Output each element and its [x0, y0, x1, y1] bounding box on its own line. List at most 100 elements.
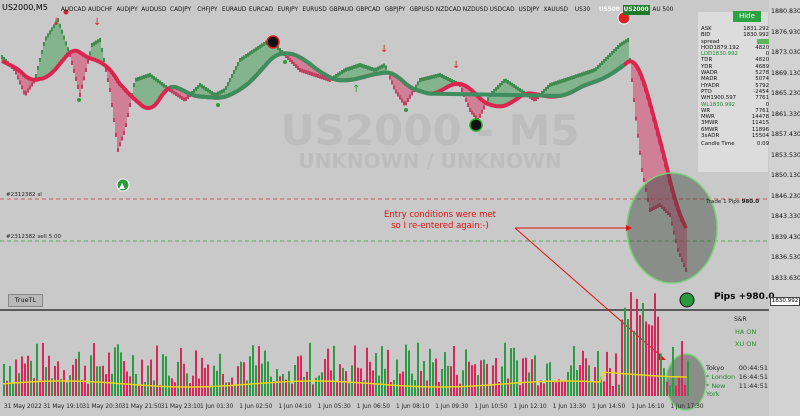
candle: [61, 29, 63, 34]
symbol-tab-audcad[interactable]: AUDCAD: [60, 7, 86, 13]
symbol-tab-us2000[interactable]: US2000: [622, 5, 650, 15]
candle: [675, 239, 677, 244]
volume-bar: [543, 383, 545, 396]
symbol-tab-nzdusd[interactable]: NZDUSD: [462, 7, 488, 13]
symbol-tab-usdcad[interactable]: USDCAD: [489, 7, 515, 13]
symbol-tab-usdjpy[interactable]: USDJPY: [518, 7, 540, 13]
symbol-tab-eurusd[interactable]: EURUSD: [302, 7, 327, 13]
candle: [441, 74, 443, 78]
truetl-button[interactable]: TrueTL: [8, 294, 43, 307]
volume-bar: [273, 381, 275, 396]
symbol-tab-us30[interactable]: US30: [574, 7, 591, 13]
candle: [547, 85, 549, 89]
candle-time-label: Candle Time: [701, 141, 735, 148]
symbol-tab-eurjpy[interactable]: EURJPY: [277, 7, 299, 13]
candle: [505, 78, 507, 83]
sr-label[interactable]: S&R: [734, 316, 747, 323]
candle: [41, 50, 43, 54]
stat-value: 4820: [755, 57, 769, 64]
candle: [417, 81, 419, 86]
stat-label: WR: [701, 107, 711, 114]
candle: [415, 84, 417, 89]
volume-bar: [102, 365, 104, 396]
candle: [149, 73, 151, 77]
volume-bar: [231, 377, 233, 396]
volume-bar: [426, 380, 428, 396]
volume-bar: [681, 341, 683, 396]
symbol-tab-audjpy[interactable]: AUDJPY: [116, 7, 138, 13]
volume-bar: [213, 365, 215, 396]
candle: [127, 113, 129, 117]
stat-row: WR 7761: [701, 108, 769, 114]
volume-bar: [150, 359, 152, 396]
candle: [65, 41, 67, 46]
volume-bar: [51, 378, 53, 396]
volume-bar: [63, 370, 65, 396]
candle: [389, 75, 391, 80]
symbol-tab-audusd[interactable]: AUDUSD: [141, 7, 167, 13]
symbol-tab-gbpjpy[interactable]: GBPJPY: [384, 7, 406, 13]
volume-bar: [141, 359, 143, 396]
candle: [545, 87, 547, 91]
candle: [683, 263, 685, 267]
symbol-tab-us500[interactable]: US500: [598, 7, 620, 13]
volume-bar: [18, 373, 20, 396]
symbol-tab-gbpcad[interactable]: GBPCAD: [355, 7, 381, 13]
candle: [193, 89, 195, 93]
subwindow-separator[interactable]: [0, 309, 769, 311]
stat-value: 0: [765, 101, 769, 108]
volume-bar: [435, 358, 437, 396]
symbol-tab-chfjpy[interactable]: CHFJPY: [197, 7, 218, 13]
symbol-tab-audchf[interactable]: AUDCHF: [87, 7, 113, 13]
candle: [323, 76, 325, 80]
volume-bar: [177, 361, 179, 396]
candle: [261, 43, 263, 48]
stat-row: MADR 5074: [701, 76, 769, 82]
symbol-tab-gbpusd[interactable]: GBPUSD: [409, 7, 434, 13]
candle: [187, 95, 189, 99]
volume-bar: [324, 359, 326, 396]
symbol-tab-au500[interactable]: AU 500: [652, 7, 674, 13]
stat-row: 3MWR 11415: [701, 120, 769, 126]
candle: [217, 91, 219, 96]
candle: [97, 39, 99, 44]
buy-dot-icon: [77, 98, 81, 102]
stat-label: YDR: [701, 63, 713, 70]
candle: [143, 75, 145, 79]
symbol-tab-euraud[interactable]: EURAUD: [221, 7, 247, 13]
symbol-tab-gbpaud[interactable]: GBPAUD: [329, 7, 354, 13]
symbol-tab-xauusd[interactable]: XAUUSD: [543, 7, 569, 13]
volume-bar: [420, 370, 422, 396]
volume-bar: [6, 380, 8, 396]
symbol-tab-cadjpy[interactable]: CADJPY: [170, 7, 192, 13]
candle: [509, 81, 511, 86]
candle: [357, 63, 359, 68]
stat-value: -2454: [753, 88, 769, 95]
hide-button[interactable]: Hide: [733, 11, 761, 22]
candle: [83, 76, 85, 81]
ha-toggle[interactable]: HA ON: [735, 328, 757, 336]
candle: [277, 46, 279, 50]
candle: [685, 268, 687, 272]
volume-bar: [603, 381, 605, 396]
symbol-tab-eurcad[interactable]: EURCAD: [248, 7, 274, 13]
volume-bar: [666, 381, 668, 396]
volume-bar: [309, 342, 311, 396]
time-axis-label: 1 Jun 16:10: [631, 404, 665, 410]
candle: [381, 64, 383, 69]
candle: [19, 80, 21, 85]
xu-toggle[interactable]: XU ON: [735, 340, 757, 348]
candle: [245, 54, 247, 58]
session-time: 00:44:51: [738, 364, 768, 372]
symbol-tab-nzdcad[interactable]: NZDCAD: [435, 7, 462, 13]
candle: [313, 72, 315, 77]
candle: [341, 70, 343, 74]
candle: [465, 98, 467, 102]
volume-bar: [330, 370, 332, 396]
sell-arrow-icon: ↓: [93, 17, 101, 28]
info-panel-bg: [698, 12, 768, 172]
stat-row: PTO -2454: [701, 89, 769, 95]
stat-value: 14478: [751, 114, 769, 121]
volume-bar: [483, 359, 485, 396]
